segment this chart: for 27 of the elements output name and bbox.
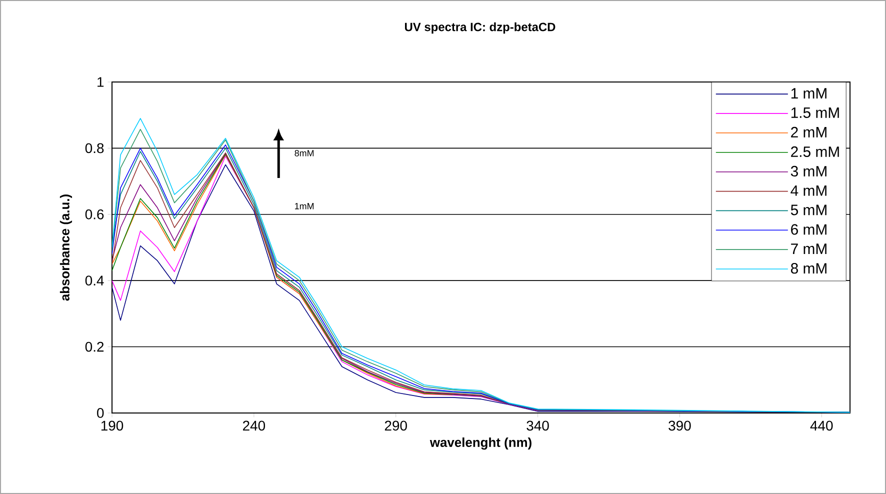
chart-title: UV spectra IC: dzp-betaCD [404,22,556,34]
x-tick-label: 240 [243,420,266,431]
x-tick-label: 340 [526,420,549,431]
annotation: 8mM [294,150,314,156]
x-axis-title: wavelenght (nm) [430,437,532,450]
legend-label: 2 mM [791,126,826,138]
y-tick-label: 1 [98,77,104,87]
x-tick-label: 190 [101,420,124,431]
y-axis-title: absorbance (a.u.) [60,194,72,301]
legend-label: 6 mM [791,224,826,235]
legend-label: 1.5 mM [791,108,839,118]
y-tick-label: 0.4 [85,276,104,286]
y-tick-label: 0.6 [85,209,104,220]
legend-label: 3 mM [790,166,826,177]
legend-label: 5 mM [790,204,826,216]
legend-label: 8 mM [790,263,826,274]
x-tick-label: 290 [384,420,407,431]
legend-label: 2.5 mM [791,146,839,157]
legend-label: 7 mM [791,244,826,254]
legend-label: 4 mM [790,185,826,196]
legend-label: 1 mM [791,88,826,98]
x-tick-label: 390 [668,420,691,431]
y-tick-label: 0.2 [85,342,104,352]
annotation: 1mM [295,203,314,210]
x-tick-label: 440 [810,420,833,431]
y-tick-label: 0.8 [85,143,104,154]
y-tick-label: 0 [97,408,104,418]
